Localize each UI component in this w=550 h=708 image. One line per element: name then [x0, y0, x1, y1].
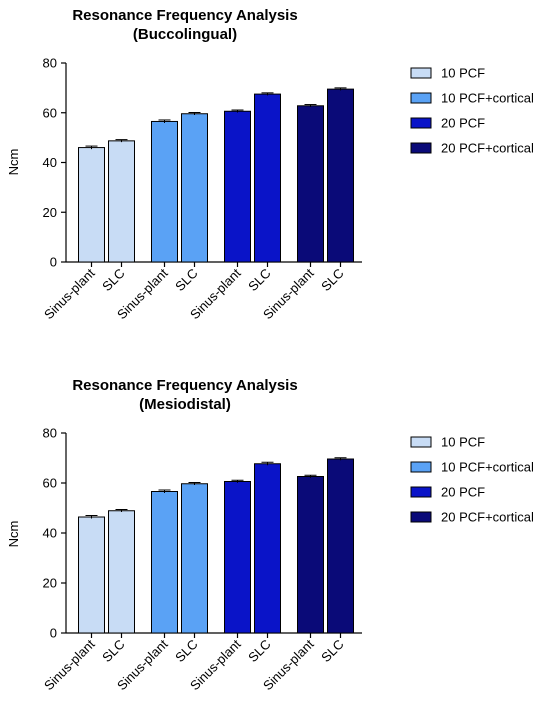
bar [108, 510, 135, 634]
chart-buccolingual: Resonance Frequency Analysis (Buccolingu… [6, 7, 534, 322]
bar [151, 120, 178, 263]
y-tick-label: 60 [43, 476, 57, 491]
bar [181, 113, 208, 263]
legend-label: 20 PCF+cortical [441, 510, 534, 525]
bar [327, 458, 354, 634]
x-tick-label: SLC [245, 637, 273, 665]
y-tick-label: 80 [43, 56, 57, 71]
x-tick-label: Sinus-plant [41, 265, 98, 322]
bar [254, 463, 281, 634]
bar [181, 483, 208, 634]
bar [108, 140, 135, 263]
x-tick-label: SLC [318, 637, 346, 665]
legend-swatch [410, 486, 432, 498]
bar [224, 481, 251, 634]
chart-subtitle: (Buccolingual) [133, 26, 237, 43]
chart-title: Resonance Frequency Analysis [72, 7, 297, 24]
x-tick-label: SLC [99, 637, 127, 665]
y-tick-label: 40 [43, 155, 57, 170]
bar [297, 105, 324, 263]
legend-label: 20 PCF [441, 116, 485, 131]
legend-label: 10 PCF [441, 66, 485, 81]
legend-label: 10 PCF [441, 435, 485, 450]
legend-swatch [410, 436, 432, 448]
legend-swatch [410, 511, 432, 523]
bar [254, 93, 281, 263]
x-tick-label: SLC [99, 266, 127, 294]
x-tick-label: SLC [245, 266, 273, 294]
legend: 10 PCF 10 PCF+cortical 20 PCF 20 PCF+cortic… [410, 435, 534, 525]
y-tick-label: 80 [43, 426, 57, 441]
legend-swatch [410, 461, 432, 473]
x-tick-label: SLC [172, 637, 200, 665]
bar [78, 147, 105, 263]
bar [78, 516, 105, 634]
y-tick-label: 0 [50, 255, 57, 270]
legend-swatch [410, 142, 432, 154]
y-tick-label: 60 [43, 105, 57, 120]
legend-swatch [410, 92, 432, 104]
y-tick-label: 0 [50, 626, 57, 641]
legend: 10 PCF 10 PCF+cortical 20 PCF 20 PCF+cortic… [410, 66, 534, 156]
x-tick-label: Sinus-plant [41, 636, 98, 693]
y-tick-label: 20 [43, 205, 57, 220]
legend-label: 10 PCF+cortical [441, 91, 534, 106]
legend-swatch [410, 67, 432, 79]
x-tick-label: SLC [172, 266, 200, 294]
chart-title: Resonance Frequency Analysis [72, 377, 297, 394]
legend-swatch [410, 117, 432, 129]
legend-label: 20 PCF [441, 485, 485, 500]
y-axis-label: Ncm [6, 149, 21, 176]
legend-label: 10 PCF+cortical [441, 460, 534, 475]
y-axis-label: Ncm [6, 521, 21, 548]
bar [151, 491, 178, 634]
chart-mesiodistal: Resonance Frequency Analysis (Mesiodista… [6, 377, 534, 693]
y-tick-label: 40 [43, 526, 57, 541]
bar [224, 110, 251, 263]
bar [297, 476, 324, 634]
bar [327, 88, 354, 263]
x-tick-label: SLC [318, 266, 346, 294]
y-tick-label: 20 [43, 576, 57, 591]
chart-subtitle: (Mesiodistal) [139, 396, 231, 413]
legend-label: 20 PCF+cortical [441, 141, 534, 156]
